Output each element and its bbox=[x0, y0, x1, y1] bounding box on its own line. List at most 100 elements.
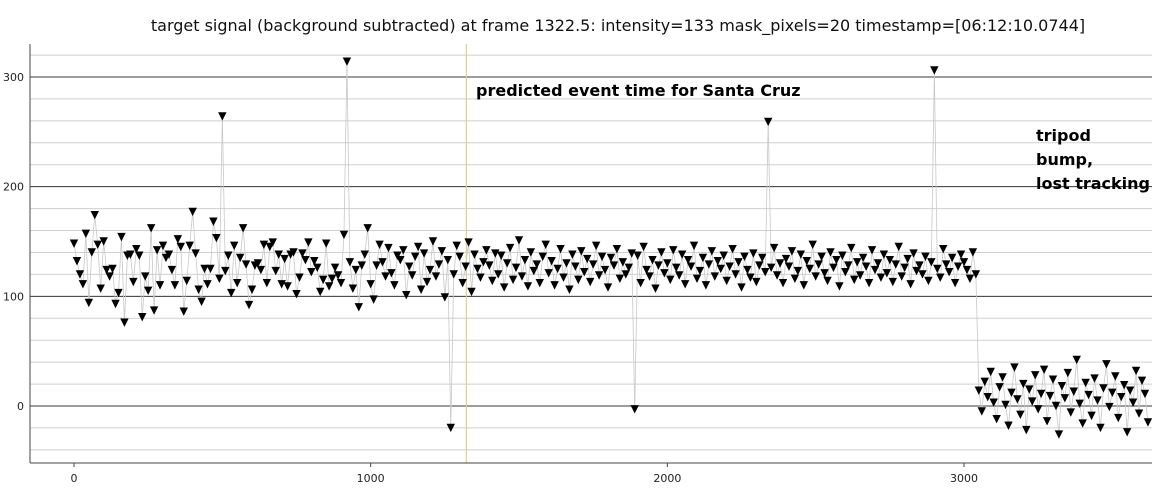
signal-point bbox=[755, 261, 764, 270]
signal-segment bbox=[346, 61, 351, 263]
signal-segment bbox=[112, 268, 116, 305]
signal-point bbox=[295, 273, 304, 282]
signal-point bbox=[1016, 410, 1025, 419]
signal-point bbox=[1072, 355, 1081, 365]
signal-point bbox=[680, 280, 690, 289]
signal-segment bbox=[468, 242, 472, 292]
signal-point bbox=[933, 264, 942, 274]
signal-point bbox=[90, 210, 99, 220]
signal-point bbox=[642, 265, 651, 275]
grid-lines bbox=[30, 54, 1152, 451]
signal-segment bbox=[150, 228, 155, 311]
annotation-predicted-event: predicted event time for Santa Cruz bbox=[476, 81, 801, 100]
signal-point bbox=[419, 249, 429, 258]
signal-point bbox=[654, 261, 663, 270]
signal-segment bbox=[839, 255, 843, 287]
signal-point bbox=[956, 250, 966, 259]
signal-segment bbox=[364, 228, 369, 255]
signal-point bbox=[591, 241, 601, 251]
signal-segment bbox=[388, 248, 392, 274]
y-tick-label: 0 bbox=[17, 400, 24, 413]
signal-point bbox=[517, 272, 527, 281]
signal-point bbox=[369, 295, 378, 304]
signal-point bbox=[304, 238, 313, 247]
signal-point bbox=[1057, 382, 1067, 391]
signal-point bbox=[861, 262, 871, 271]
signal-point bbox=[1108, 388, 1117, 398]
signal-point bbox=[313, 263, 322, 273]
signal-point bbox=[224, 251, 233, 260]
signal-point bbox=[583, 254, 592, 264]
signal-point bbox=[600, 265, 610, 275]
signal-point bbox=[1102, 360, 1111, 369]
signal-point bbox=[752, 277, 761, 287]
signal-point bbox=[544, 269, 553, 278]
signal-point bbox=[796, 250, 806, 259]
signal-segment bbox=[566, 263, 570, 290]
signal-point bbox=[630, 405, 639, 414]
signal-point bbox=[230, 241, 239, 251]
signal-point bbox=[541, 240, 550, 249]
signal-segment bbox=[812, 244, 817, 277]
signal-segment bbox=[1019, 384, 1024, 415]
signal-point bbox=[992, 414, 1001, 424]
signal-segment bbox=[1126, 390, 1131, 433]
signal-point bbox=[939, 244, 948, 254]
signal-segment bbox=[711, 251, 716, 277]
signal-point bbox=[283, 282, 292, 291]
signal-point bbox=[476, 273, 485, 282]
signal-segment bbox=[1114, 376, 1119, 419]
signal-segment bbox=[201, 268, 205, 302]
signal-point bbox=[775, 259, 785, 268]
signal-point bbox=[924, 276, 933, 286]
signal-point bbox=[197, 297, 206, 307]
signal-point bbox=[1007, 388, 1016, 398]
signal-segment bbox=[637, 255, 642, 284]
signal-segment bbox=[189, 211, 194, 246]
signal-point bbox=[588, 260, 598, 269]
signal-point bbox=[396, 255, 405, 265]
signal-point bbox=[1137, 376, 1147, 385]
signal-point bbox=[1013, 395, 1022, 404]
signal-segment bbox=[640, 246, 644, 284]
signal-segment bbox=[732, 249, 736, 275]
signal-point bbox=[221, 266, 230, 276]
signal-segment bbox=[1076, 359, 1081, 404]
signal-point bbox=[87, 248, 96, 257]
signal-segment bbox=[429, 241, 434, 271]
signal-segment bbox=[741, 256, 745, 288]
signal-point bbox=[203, 280, 212, 289]
signal-point bbox=[319, 275, 328, 285]
signal-point bbox=[268, 238, 277, 247]
x-tick-label: 3000 bbox=[950, 472, 978, 485]
signal-point bbox=[194, 285, 203, 294]
signal-point bbox=[556, 244, 565, 254]
signal-point bbox=[75, 270, 85, 279]
signal-point bbox=[621, 270, 630, 279]
signal-point bbox=[683, 255, 693, 265]
signal-point bbox=[1019, 379, 1028, 389]
signal-point bbox=[138, 312, 147, 322]
signal-point bbox=[1051, 401, 1061, 411]
signal-point bbox=[310, 257, 319, 266]
signal-point bbox=[1054, 430, 1064, 439]
signal-point bbox=[1105, 402, 1114, 412]
signal-segment bbox=[272, 242, 277, 272]
signal-point bbox=[850, 275, 859, 285]
signal-point bbox=[737, 283, 746, 292]
signal-point bbox=[1033, 405, 1043, 414]
signal-point bbox=[422, 277, 432, 287]
signal-point bbox=[758, 253, 767, 263]
signal-point bbox=[1090, 374, 1099, 383]
signal-point bbox=[390, 281, 399, 290]
signal-point bbox=[769, 243, 779, 253]
signal-point bbox=[1087, 411, 1096, 421]
signal-point bbox=[96, 284, 105, 293]
signal-segment bbox=[1100, 388, 1104, 428]
signal-segment bbox=[1067, 373, 1072, 413]
signal-point bbox=[1045, 391, 1055, 401]
signal-segment bbox=[307, 242, 312, 273]
signal-point bbox=[455, 252, 464, 262]
signal-point bbox=[790, 274, 800, 283]
signal-segment bbox=[1064, 373, 1069, 399]
